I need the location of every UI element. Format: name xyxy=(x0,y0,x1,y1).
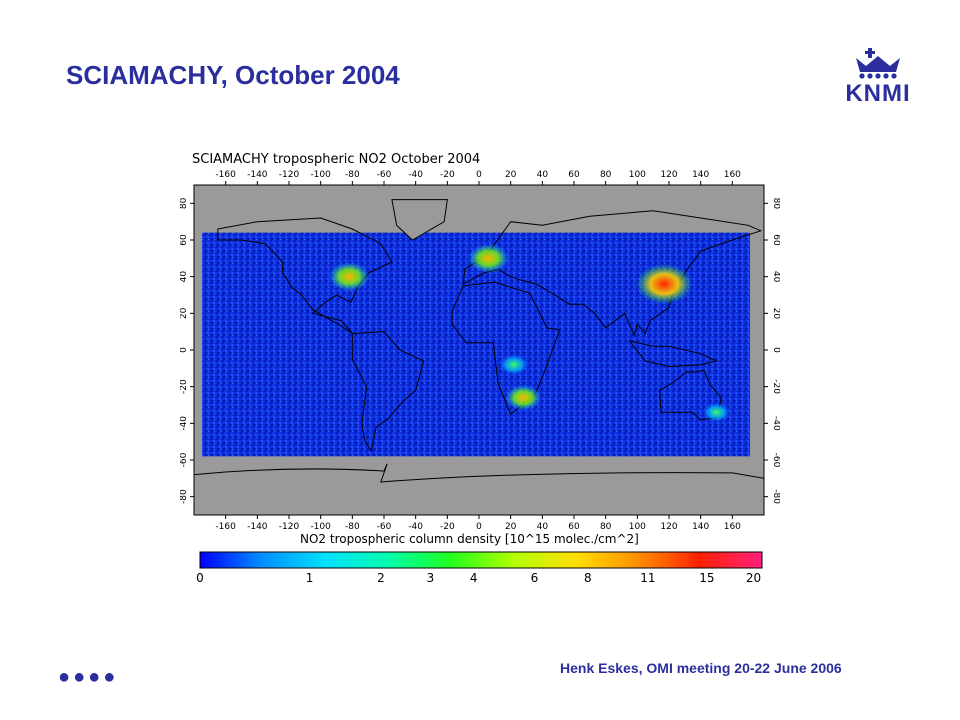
colorbar-tick-label: 3 xyxy=(427,571,435,585)
colorbar-tick-label: 4 xyxy=(470,571,478,585)
colorbar-tick-label: 6 xyxy=(531,571,539,585)
x-tick-label-top: 100 xyxy=(629,170,646,180)
x-tick-label-bottom: -60 xyxy=(377,522,392,532)
bullet-dots: ●●●● xyxy=(58,666,119,688)
x-tick-label-top: -20 xyxy=(440,170,455,180)
colorbar-tick-label: 1 xyxy=(306,571,314,585)
y-tick-label-left: 60 xyxy=(180,234,189,246)
x-tick-label-top: -160 xyxy=(215,170,236,180)
x-tick-label-bottom: 40 xyxy=(537,522,549,532)
y-tick-label-right: -80 xyxy=(771,489,780,504)
greenland-outline xyxy=(391,199,448,241)
y-tick-label-left: -40 xyxy=(180,416,189,431)
colorbar-tick-label: 11 xyxy=(640,571,655,585)
antarctica-outline xyxy=(194,463,764,515)
x-tick-label-bottom: -80 xyxy=(345,522,360,532)
y-tick-label-left: -60 xyxy=(180,452,189,467)
x-ticks-top: -160 -140 -120 -100 -80 -60 -40 -20 0 20 40 60 80 100… xyxy=(215,170,741,185)
y-tick-label-right: -60 xyxy=(771,453,780,468)
hotspot-eastern-usa xyxy=(328,262,370,292)
colorbar-tick-label: 2 xyxy=(377,571,385,585)
x-tick-label-bottom: 80 xyxy=(600,522,612,532)
x-tick-label-top: -60 xyxy=(377,170,392,180)
x-tick-label-bottom: -120 xyxy=(279,522,300,532)
north-america-outline xyxy=(217,217,393,334)
eurasia-outline xyxy=(462,210,763,337)
y-tick-label-right: -40 xyxy=(771,416,780,431)
colorbar-label: NO2 tropospheric column density [10^15 m… xyxy=(300,532,639,546)
x-tick-label-top: -40 xyxy=(408,170,423,180)
hotspot-central-africa xyxy=(499,354,529,376)
africa-outline xyxy=(451,281,561,415)
x-tick-label-top: 80 xyxy=(600,170,612,180)
hotspot-southeast-australia xyxy=(702,402,731,423)
hotspot-eastern-china xyxy=(636,264,693,304)
south-america-outline xyxy=(351,331,425,453)
knmi-logo: KNMI xyxy=(838,44,918,108)
y-tick-label-left: 40 xyxy=(180,271,189,283)
slide-footer: Henk Eskes, OMI meeting 20-22 June 2006 xyxy=(560,660,842,676)
x-tick-label-top: 40 xyxy=(537,170,549,180)
chart-title: SCIAMACHY tropospheric NO2 October 2004 xyxy=(192,152,481,167)
x-tick-label-top: 60 xyxy=(568,170,580,180)
slide-title: SCIAMACHY, October 2004 xyxy=(66,60,400,90)
y-tick-label-right: 0 xyxy=(771,347,780,353)
x-tick-label-top: -80 xyxy=(345,170,360,180)
y-tick-label-left: 0 xyxy=(180,347,189,353)
y-ticks-right: 80 60 40 20 0 -20 -40 -60 -80 xyxy=(764,198,781,504)
y-tick-label-left: 80 xyxy=(180,197,189,209)
y-tick-label-left: -20 xyxy=(180,379,189,394)
x-tick-label-top: 160 xyxy=(724,170,741,180)
hotspot-south-africa-highveld xyxy=(505,384,542,411)
x-tick-label-bottom: 120 xyxy=(660,522,677,532)
x-tick-label-bottom: 60 xyxy=(568,522,580,532)
x-tick-label-top: 20 xyxy=(505,170,517,180)
x-tick-label-top: 0 xyxy=(476,170,482,180)
x-tick-label-bottom: 160 xyxy=(724,522,741,532)
x-tick-label-bottom: 20 xyxy=(505,522,517,532)
colorbar-tick-label: 0 xyxy=(196,571,204,585)
x-tick-label-bottom: -160 xyxy=(215,522,236,532)
x-tick-label-top: 120 xyxy=(660,170,677,180)
x-tick-label-bottom: 100 xyxy=(629,522,646,532)
x-tick-label-bottom: -40 xyxy=(408,522,423,532)
y-ticks-left: 80 60 40 20 0 -20 -40 -60 -80 xyxy=(179,197,194,504)
y-tick-label-left: -80 xyxy=(180,489,189,504)
hotspot-western-europe xyxy=(468,243,509,273)
indonesia-outline xyxy=(628,339,719,368)
logo-text: KNMI xyxy=(845,80,911,107)
x-tick-label-bottom: 140 xyxy=(692,522,709,532)
y-tick-label-left: 20 xyxy=(180,307,189,319)
x-tick-label-bottom: -100 xyxy=(310,522,331,532)
x-tick-label-bottom: 0 xyxy=(476,522,482,532)
x-ticks-bottom: -160 -140 -120 -100 -80 -60 -40 -20 0 20 40 60 80 100… xyxy=(215,515,741,532)
no2-map-chart: SCIAMACHY tropospheric NO2 October 2004 … xyxy=(179,150,781,595)
australia-outline xyxy=(658,369,722,421)
colorbar-tick-label: 8 xyxy=(584,571,592,585)
crown-icon xyxy=(856,48,900,79)
x-tick-label-top: -120 xyxy=(279,170,300,180)
colorbar-gradient xyxy=(199,551,763,569)
y-tick-label-right: 80 xyxy=(771,198,780,210)
y-tick-label-right: 40 xyxy=(771,271,780,283)
y-tick-label-right: 60 xyxy=(771,234,780,246)
y-tick-label-right: -20 xyxy=(771,379,780,394)
x-tick-label-bottom: -140 xyxy=(247,522,268,532)
x-tick-label-top: 140 xyxy=(692,170,709,180)
colorbar-tick-label: 15 xyxy=(699,571,714,585)
colorbar: 0 1 2 3 4 6 8 11 15 20 xyxy=(196,551,763,585)
x-tick-label-top: -100 xyxy=(310,170,331,180)
y-tick-label-right: 20 xyxy=(771,308,780,320)
colorbar-tick-label: 20 xyxy=(746,571,761,585)
x-tick-label-bottom: -20 xyxy=(440,522,455,532)
map-layer xyxy=(194,185,764,515)
x-tick-label-top: -140 xyxy=(247,170,268,180)
chart-svg: -160 -140 -120 -100 -80 -60 -40 -20 0 20 40 60 80 100… xyxy=(179,170,781,585)
